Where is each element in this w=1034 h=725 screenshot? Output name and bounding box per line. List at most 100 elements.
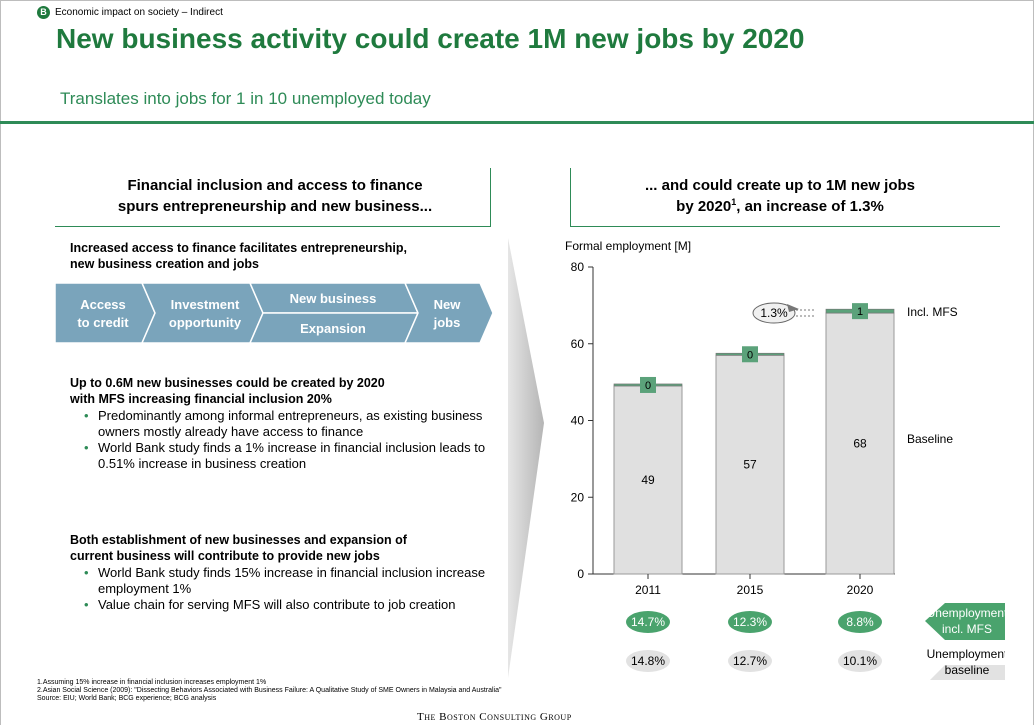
- mfs-value-label: 0: [747, 349, 753, 361]
- block1-bullet: • World Bank study finds a 1% increase in…: [84, 440, 510, 472]
- footnote-2: 2.Asian Social Science (2009): "Dissecti…: [37, 687, 502, 694]
- mfs-value-box: [742, 346, 758, 363]
- unemployment-mfs-tag-line1: Unemployment: [927, 606, 1005, 620]
- block2-bullet: • Value chain for serving MFS will also c…: [84, 597, 510, 613]
- growth-callout-arrow-icon: [787, 304, 799, 312]
- left-intro: Increased access to finance facilitates …: [70, 240, 510, 272]
- block1-bullet-text: World Bank study finds a 1% increase in …: [98, 440, 486, 471]
- growth-callout: 1.3%: [752, 302, 815, 324]
- y-ticks: 0 20 40 60 80: [571, 260, 593, 581]
- unemployment-mfs-pill: [838, 611, 882, 633]
- block2-bullet: • World Bank study finds 15% increase in …: [84, 565, 510, 597]
- growth-callout-bubble: [752, 302, 796, 324]
- flow-step1-line2: to credit: [77, 315, 129, 330]
- unemployment-baseline-tag-line1: Unemployment: [927, 647, 1005, 661]
- bar-value-label: 68: [853, 437, 867, 451]
- bullet-dot-icon: •: [84, 597, 89, 612]
- flow-step-access-credit: [55, 283, 156, 344]
- flow-step3-bottom: Expansion: [300, 321, 366, 336]
- bars: 49 0 57 0 68 1: [613, 303, 895, 575]
- left-heading-line1: Financial inclusion and access to financ…: [127, 177, 423, 194]
- footnote-source: Source: EIU; World Bank; BCG experience;…: [37, 695, 217, 702]
- block2-bullets: • World Bank study finds 15% increase in …: [84, 565, 510, 613]
- legend-baseline: Baseline: [907, 432, 953, 446]
- unemployment-baseline-value: 14.8%: [631, 654, 665, 668]
- flow-step4-line1: New: [434, 297, 462, 312]
- y-tick-label: 60: [571, 337, 585, 351]
- right-panel-heading: ... and could create up to 1M new jobs b…: [580, 175, 980, 217]
- flow-diagram: Access to credit Investment opportunity …: [55, 283, 494, 344]
- bullet-dot-icon: •: [84, 565, 89, 580]
- right-heading-rule-horizontal: [570, 226, 1000, 227]
- section-label: Economic impact on society – Indirect: [55, 7, 223, 18]
- unemployment-baseline-tag: [930, 665, 1005, 680]
- right-heading-line1: ... and could create up to 1M new jobs: [644, 177, 916, 194]
- y-tick-label: 80: [571, 260, 585, 274]
- chart-ylabel: Formal employment [M]: [565, 240, 691, 253]
- frame-top: [0, 0, 1034, 1]
- bullet-dot-icon: •: [84, 440, 89, 455]
- block1-heading-line1: Up to 0.6M new businesses could be creat…: [70, 376, 385, 390]
- x-tick-label: 2011: [635, 583, 661, 597]
- unemployment-mfs-value: 8.8%: [846, 615, 874, 629]
- flow-step1-line1: Access: [80, 297, 126, 312]
- footnotes: 1.Assuming 15% increase in financial inc…: [37, 679, 501, 703]
- left-heading-rule-vertical: [490, 168, 491, 226]
- footnote-1: 1.Assuming 15% increase in financial inc…: [37, 679, 267, 686]
- right-heading-footnote-ref: 1: [731, 197, 737, 207]
- bar-value-label: 49: [641, 473, 655, 487]
- unemployment-mfs-pill: [626, 611, 670, 633]
- employment-chart: Formal employment [M] 0 20 40 60 80 49 0 57 0 68…: [565, 240, 1005, 680]
- unemployment-mfs-value: 12.3%: [733, 615, 767, 629]
- bar-value-label: 57: [743, 458, 757, 472]
- left-heading-line2: spurs entrepreneurship and new business.…: [117, 198, 433, 215]
- block2-heading-line2: current business will contribute to prov…: [70, 549, 380, 563]
- connector-arrow-icon: [508, 238, 544, 678]
- bcg-logo: The Boston Consulting Group: [417, 711, 572, 723]
- page-title: New business activity could create 1M ne…: [56, 23, 805, 54]
- unemployment-baseline-tag-line2: baseline: [945, 663, 990, 677]
- block1-heading-line2: with MFS increasing financial inclusion …: [70, 392, 332, 406]
- block1-bullet: • Predominantly among informal entreprene…: [84, 408, 510, 440]
- block2-bullet-text: World Bank study finds 15% increase in f…: [98, 565, 486, 596]
- title-rule: [0, 121, 1034, 124]
- page-subtitle: Translates into jobs for 1 in 10 unemplo…: [60, 89, 431, 108]
- unemployment-mfs-tag: [925, 603, 1005, 640]
- flow-step-new-jobs: [403, 283, 494, 344]
- left-block-2: Both establishment of new businesses and…: [70, 532, 510, 613]
- x-tick-label: 2020: [847, 583, 874, 597]
- y-tick-label: 40: [571, 414, 585, 428]
- mfs-value-box: [852, 303, 868, 320]
- left-panel-heading: Financial inclusion and access to financ…: [70, 175, 480, 217]
- unemployment-mfs-value: 14.7%: [631, 615, 665, 629]
- flow-step2-line1: Investment: [171, 297, 240, 312]
- left-intro-line1: Increased access to finance facilitates …: [70, 241, 407, 255]
- block1-bullets: • Predominantly among informal entreprene…: [84, 408, 510, 472]
- left-intro-line2: new business creation and jobs: [70, 257, 259, 271]
- unemployment-baseline-value: 12.7%: [733, 654, 767, 668]
- bar-baseline: [825, 312, 895, 575]
- x-tick-label: 2015: [737, 583, 764, 597]
- y-tick-label: 20: [571, 490, 585, 504]
- left-heading-rule-horizontal: [55, 226, 491, 227]
- unemployment-mfs-tag-line2: incl. MFS: [942, 622, 992, 636]
- right-heading-rule-vertical: [570, 168, 571, 226]
- right-heading-line2-post: , an increase of 1.3%: [736, 198, 884, 215]
- flow-step4-line2: jobs: [433, 315, 461, 330]
- mfs-value-box: [640, 376, 656, 393]
- bullet-dot-icon: •: [84, 408, 89, 423]
- left-block-1: Up to 0.6M new businesses could be creat…: [70, 375, 510, 472]
- unemployment-incl-mfs-row: 14.7% 12.3% 8.8%: [626, 611, 882, 633]
- growth-callout-text: 1.3%: [760, 306, 788, 320]
- right-heading-line2: by 20201, an increase of 1.3%: [580, 196, 980, 217]
- x-labels: 2011 2015 2020: [635, 574, 874, 597]
- unemployment-baseline-value: 10.1%: [843, 654, 877, 668]
- bar-baseline: [613, 385, 683, 575]
- unemployment-baseline-row: 14.8% 12.7% 10.1%: [626, 650, 882, 672]
- frame-left: [0, 0, 1, 725]
- block2-heading-line1: Both establishment of new businesses and…: [70, 533, 407, 547]
- unemployment-baseline-pill: [626, 650, 670, 672]
- unemployment-baseline-pill: [728, 650, 772, 672]
- block1-bullet-text: Predominantly among informal entrepreneu…: [98, 408, 483, 439]
- mfs-value-label: 0: [645, 380, 651, 392]
